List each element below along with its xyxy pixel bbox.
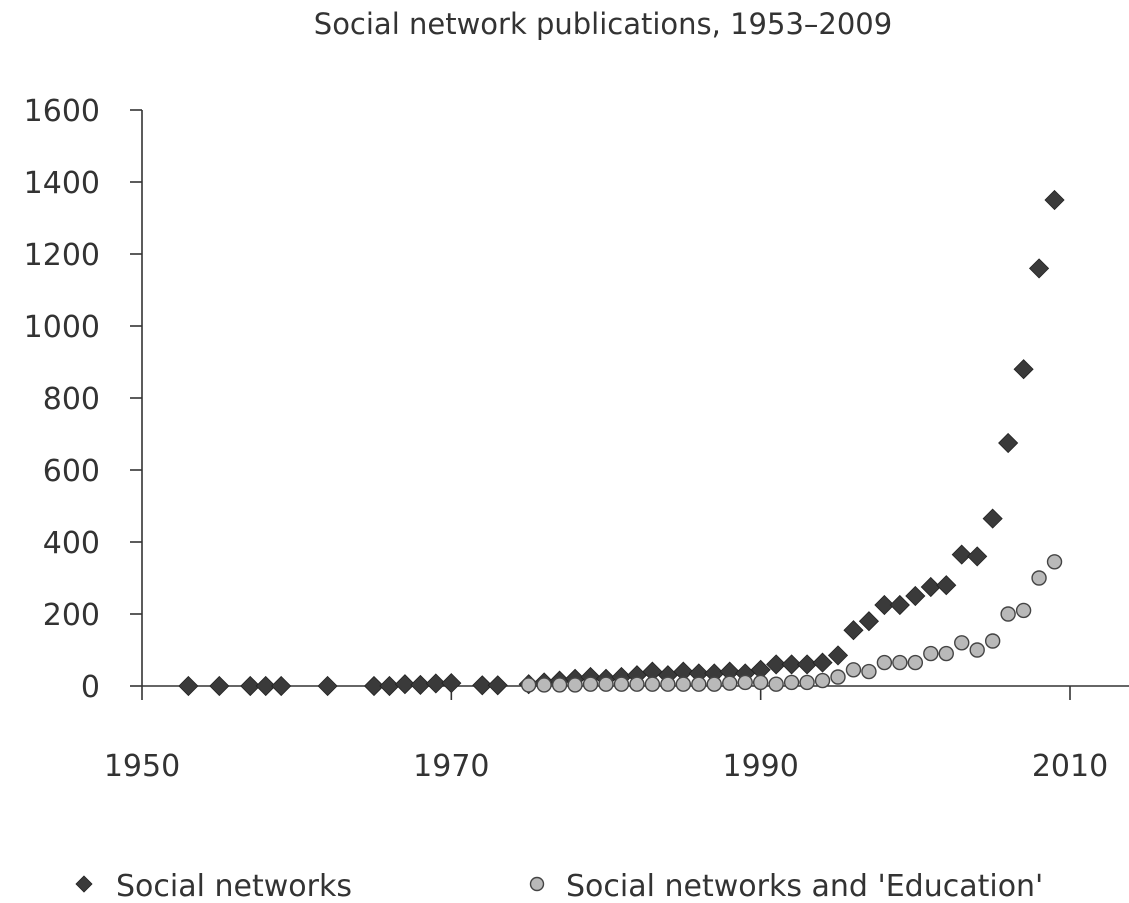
y-tick-label: 1400 bbox=[24, 166, 100, 201]
point-diamond bbox=[766, 654, 787, 675]
point-diamond bbox=[394, 674, 415, 695]
point-circle bbox=[845, 662, 862, 678]
point-circle bbox=[722, 675, 738, 691]
x-tick-label: 1990 bbox=[722, 749, 798, 784]
point-diamond bbox=[936, 575, 957, 596]
point-circle bbox=[536, 677, 552, 693]
point-circle bbox=[582, 676, 599, 692]
legend-label: Social networks bbox=[116, 869, 352, 903]
point-diamond bbox=[1029, 258, 1050, 279]
point-circle bbox=[520, 677, 537, 693]
chart-title: Social network publications, 1953–2009 bbox=[314, 7, 892, 41]
point-circle bbox=[629, 676, 645, 692]
x-tick-label: 1970 bbox=[413, 749, 489, 784]
point-circle bbox=[675, 676, 692, 692]
tick-labels: 0 200 400 600 800 1000 1200 1400 1600 1950 1970 199… bbox=[24, 94, 1109, 784]
point-diamond bbox=[905, 585, 926, 607]
point-diamond bbox=[317, 675, 338, 697]
point-circle bbox=[598, 676, 614, 692]
point-circle bbox=[1046, 554, 1063, 570]
point-diamond bbox=[240, 675, 261, 697]
point-circle bbox=[876, 654, 893, 671]
y-tick-label: 400 bbox=[43, 526, 100, 561]
legend: Social networks Social networks and 'Educ… bbox=[75, 869, 1043, 903]
y-tick-label: 800 bbox=[43, 382, 100, 417]
point-circle bbox=[892, 654, 908, 671]
point-diamond bbox=[827, 645, 849, 666]
point-diamond bbox=[363, 675, 385, 697]
point-diamond bbox=[920, 576, 941, 598]
y-tick-label: 1000 bbox=[24, 310, 100, 345]
point-diamond bbox=[843, 620, 864, 641]
point-circle bbox=[752, 674, 769, 691]
point-circle bbox=[984, 633, 1001, 649]
data-points bbox=[178, 189, 1065, 697]
point-circle bbox=[830, 669, 846, 685]
y-tick-label: 1200 bbox=[24, 238, 100, 273]
point-diamond bbox=[982, 508, 1003, 529]
point-circle bbox=[768, 676, 784, 692]
x-tick-label: 2010 bbox=[1032, 749, 1108, 784]
point-diamond bbox=[271, 675, 292, 697]
point-diamond bbox=[1044, 189, 1065, 211]
y-tick-label: 600 bbox=[43, 454, 100, 489]
legend-item-1: Social networks bbox=[75, 869, 352, 903]
point-circle bbox=[551, 677, 568, 693]
point-circle bbox=[706, 676, 722, 692]
point-diamond bbox=[379, 675, 400, 697]
point-circle bbox=[783, 674, 800, 691]
point-circle bbox=[1015, 602, 1032, 619]
point-diamond bbox=[1013, 359, 1034, 380]
point-diamond bbox=[410, 674, 431, 695]
series-2 bbox=[520, 554, 1063, 693]
point-circle bbox=[644, 676, 661, 692]
axes bbox=[130, 109, 1129, 700]
point-circle bbox=[737, 674, 753, 691]
point-circle bbox=[1000, 606, 1016, 622]
point-circle bbox=[923, 645, 939, 662]
point-circle bbox=[799, 674, 815, 691]
point-diamond bbox=[797, 654, 818, 675]
legend-diamond-icon bbox=[75, 875, 93, 893]
y-tick-label: 1600 bbox=[24, 94, 100, 129]
point-diamond bbox=[951, 544, 972, 565]
point-diamond bbox=[472, 675, 493, 696]
legend-label: Social networks and 'Education' bbox=[566, 869, 1043, 903]
legend-item-2: Social networks and 'Education' bbox=[529, 869, 1043, 903]
point-diamond bbox=[487, 675, 508, 696]
point-diamond bbox=[967, 546, 988, 567]
point-diamond bbox=[874, 594, 895, 616]
point-circle bbox=[660, 676, 676, 692]
point-circle bbox=[954, 635, 970, 651]
point-circle bbox=[691, 676, 707, 692]
series-1 bbox=[178, 189, 1065, 697]
point-diamond bbox=[781, 654, 802, 675]
point-circle bbox=[969, 642, 985, 658]
point-diamond bbox=[812, 652, 833, 673]
point-diamond bbox=[889, 594, 910, 616]
point-circle bbox=[907, 654, 924, 671]
point-circle bbox=[1031, 570, 1047, 586]
x-tick-label: 1950 bbox=[104, 749, 180, 784]
point-circle bbox=[814, 672, 831, 689]
point-diamond bbox=[998, 432, 1019, 454]
y-tick-label: 0 bbox=[81, 670, 100, 705]
point-diamond bbox=[858, 611, 879, 632]
point-diamond bbox=[441, 673, 462, 694]
y-tick-label: 200 bbox=[43, 598, 100, 633]
point-diamond bbox=[425, 673, 446, 694]
legend-circle-icon bbox=[529, 876, 545, 892]
point-diamond bbox=[178, 675, 199, 697]
point-diamond bbox=[255, 675, 276, 697]
point-circle bbox=[938, 645, 954, 662]
point-circle bbox=[613, 676, 630, 692]
point-diamond bbox=[209, 675, 230, 697]
point-circle bbox=[567, 677, 583, 693]
point-circle bbox=[861, 663, 877, 680]
